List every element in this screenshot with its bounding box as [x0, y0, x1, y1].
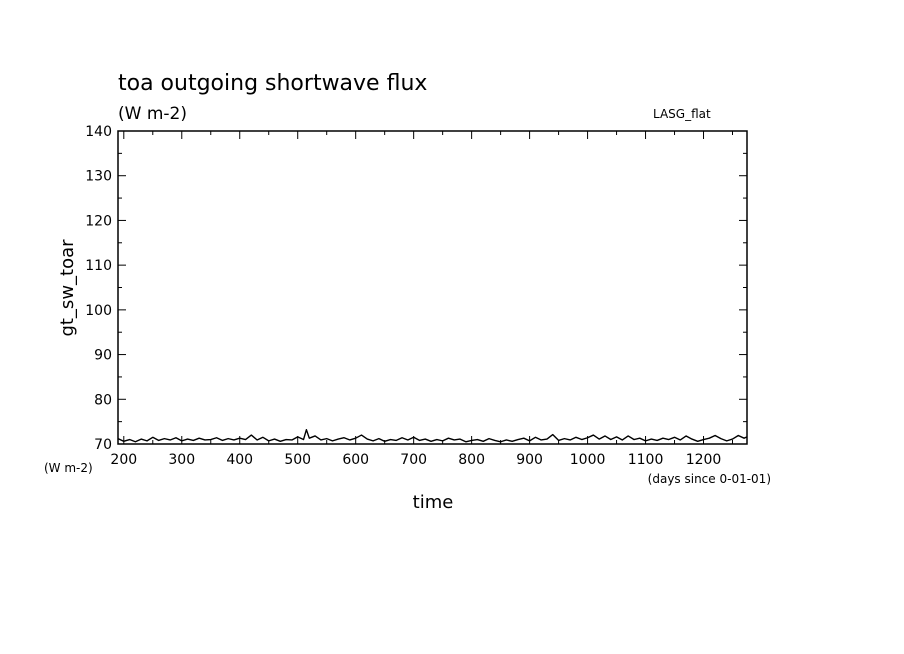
x-tick-label: 800	[458, 452, 485, 468]
model-annotation: LASG_flat	[653, 107, 711, 121]
x-tick-label: 700	[400, 452, 427, 468]
x-tick-label: 1200	[686, 452, 722, 468]
x-tick-label: 600	[342, 452, 369, 468]
plot-frame	[117, 130, 748, 445]
y-tick-label: 130	[85, 169, 112, 185]
x-axis-title: time	[413, 492, 454, 513]
y-tick-label: 120	[85, 213, 112, 229]
series-line	[117, 428, 748, 443]
x-axis-units: (days since 0-01-01)	[648, 472, 771, 486]
y-tick-label: 140	[85, 124, 112, 140]
x-tick-label: 1000	[570, 452, 606, 468]
x-tick-label: 500	[284, 452, 311, 468]
x-axis-ticks: 200 300 400 500 600 700 800 900 1000 1100 1200	[110, 131, 734, 468]
x-tick-label: 400	[226, 452, 253, 468]
y-axis-ticks: 70 80 90 100 110 120 130 140	[85, 124, 747, 453]
y-tick-label: 80	[94, 392, 112, 408]
series-layer	[117, 428, 748, 443]
x-tick-label: 1100	[628, 452, 664, 468]
y-tick-label: 100	[85, 303, 112, 319]
chart-title: toa outgoing shortwave flux	[118, 71, 427, 96]
x-tick-label: 900	[516, 452, 543, 468]
y-axis-units: (W m-2)	[44, 461, 93, 475]
y-tick-label: 70	[94, 437, 112, 453]
y-tick-label: 110	[85, 258, 112, 274]
y-tick-label: 90	[94, 348, 112, 364]
y-axis-title: gt_sw_toar	[57, 239, 78, 337]
x-tick-label: 200	[110, 452, 137, 468]
chart-units: (W m-2)	[118, 104, 187, 124]
x-tick-label: 300	[168, 452, 195, 468]
